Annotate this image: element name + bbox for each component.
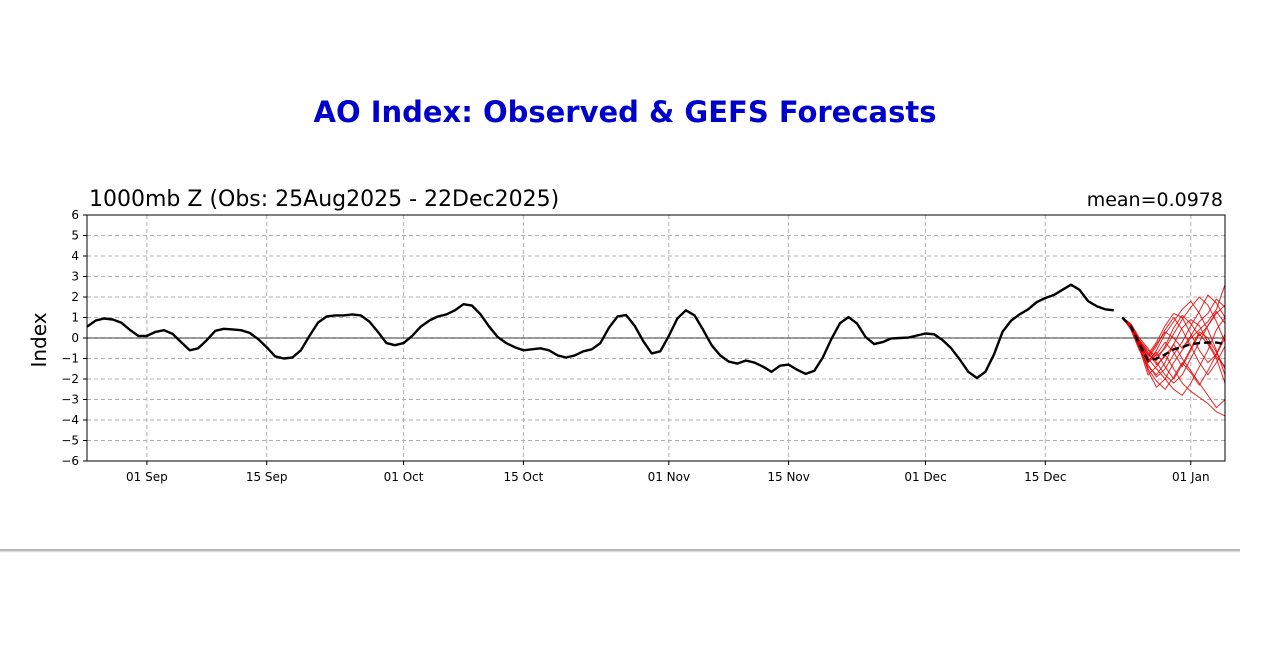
y-tick-label: 0 <box>71 331 79 345</box>
y-tick-label: −6 <box>61 454 79 468</box>
y-axis-label: Index <box>27 312 51 367</box>
y-tick-label: −5 <box>61 434 79 448</box>
y-tick-label: −2 <box>61 372 79 386</box>
chart-title: AO Index: Observed & GEFS Forecasts <box>314 95 937 129</box>
y-tick-label: 2 <box>71 290 79 304</box>
x-tick-label: 01 Nov <box>648 470 691 484</box>
observed-line <box>87 283 1114 380</box>
x-tick-label: 01 Dec <box>904 470 946 484</box>
ensemble-mean-series <box>1121 316 1225 362</box>
ensemble-member-line-16 <box>1121 317 1225 384</box>
ensemble-member-line-5 <box>1121 300 1225 376</box>
y-axis-ticks: 6 5 4 3 2 1 0 −1 −2 −3 −4 −5 −6 <box>61 208 87 468</box>
ensemble-member-line-6 <box>1121 317 1225 396</box>
ensemble-mean-line <box>1121 316 1225 362</box>
x-tick-label: 15 Oct <box>503 470 543 484</box>
y-tick-label: 3 <box>71 270 79 284</box>
observed-series <box>87 283 1114 380</box>
y-tick-label: 6 <box>71 208 79 222</box>
y-tick-label: 4 <box>71 249 79 263</box>
x-axis-ticks: 01 Sep 15 Sep 01 Oct 15 Oct 01 Nov 15 Nov 01 D… <box>126 461 1210 484</box>
x-tick-label: 01 Sep <box>126 470 168 484</box>
y-tick-label: −1 <box>61 352 79 366</box>
x-tick-label: 15 Dec <box>1024 470 1066 484</box>
x-tick-label: 15 Nov <box>767 470 810 484</box>
x-tick-label: 01 Jan <box>1172 470 1210 484</box>
ensemble-member-line-15 <box>1121 310 1225 361</box>
mean-annotation: mean=0.0978 <box>1087 189 1223 211</box>
y-tick-label: 1 <box>71 311 79 325</box>
y-tick-label: 5 <box>71 229 79 243</box>
ensemble-members <box>1121 284 1225 417</box>
y-tick-label: −4 <box>61 413 79 427</box>
page-divider <box>0 549 1240 551</box>
x-tick-label: 15 Sep <box>246 470 288 484</box>
y-tick-label: −3 <box>61 393 79 407</box>
ensemble-member-line-14 <box>1121 317 1225 390</box>
x-tick-label: 01 Oct <box>384 470 424 484</box>
chart-subtitle: 1000mb Z (Obs: 25Aug2025 - 22Dec2025) <box>89 187 559 212</box>
